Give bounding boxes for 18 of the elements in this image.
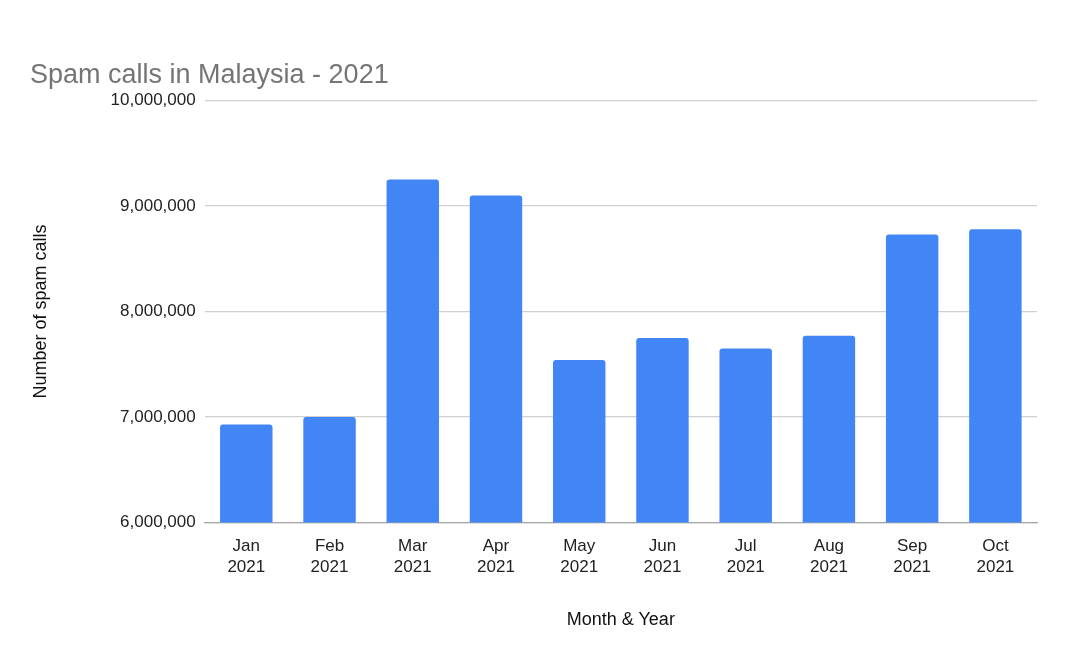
x-tick-label: Oct 2021 — [976, 536, 1015, 576]
x-axis-title: Month & Year — [566, 609, 675, 630]
x-tick-label: Feb 2021 — [310, 536, 349, 576]
x-tick-label: May 2021 — [560, 536, 599, 576]
y-tick-label: 7,000,000 — [120, 406, 196, 426]
y-tick-label: 6,000,000 — [120, 512, 196, 532]
chart-title: Spam calls in Malaysia - 2021 — [30, 58, 389, 89]
y-tick-label: 10,000,000 — [110, 90, 196, 110]
y-axis-title: Number of spam calls — [29, 224, 50, 399]
x-tick-label: Apr 2021 — [477, 536, 515, 576]
x-tick-label: Jun 2021 — [643, 536, 682, 576]
y-tick-label: 9,000,000 — [120, 195, 196, 215]
x-tick-label: Sep 2021 — [893, 536, 932, 576]
x-tick-label: Jan 2021 — [227, 536, 266, 576]
x-tick-label: Mar 2021 — [393, 536, 432, 576]
y-tick-label: 8,000,000 — [120, 301, 196, 321]
x-tick-label: Aug 2021 — [810, 536, 848, 576]
x-tick-label: Jul 2021 — [726, 536, 765, 576]
